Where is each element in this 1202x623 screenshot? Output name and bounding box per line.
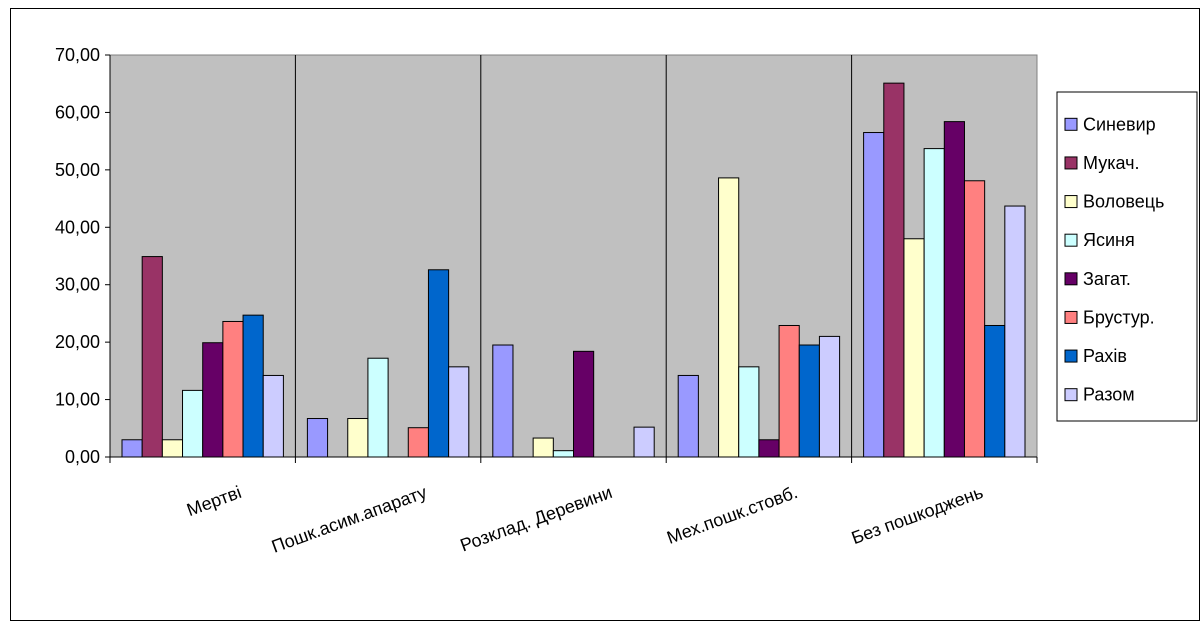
bar-7-5 [984, 324, 1006, 458]
bar-8-1 [262, 374, 284, 458]
bar-1-1 [121, 439, 143, 458]
bar-1-3 [492, 344, 514, 458]
bar-8-4 [818, 335, 841, 458]
bar-8-2 [448, 366, 470, 458]
y-tick-label: 0,00 [65, 447, 100, 467]
category-label: Пошк.асим.апарату [269, 482, 430, 557]
y-tick-label: 70,00 [55, 45, 100, 65]
bar-3-2 [347, 418, 369, 458]
bar-3-5 [903, 238, 925, 458]
bar-5-5 [943, 121, 965, 458]
legend-label: Ясиня [1083, 230, 1135, 250]
legend-swatch [1064, 233, 1078, 247]
y-tick-label: 50,00 [55, 160, 100, 180]
legend-label: Мукач. [1083, 153, 1139, 173]
y-tick-label: 10,00 [55, 390, 100, 410]
bar-3-3 [532, 437, 554, 458]
bar-7-4 [798, 344, 820, 458]
bar-4-4 [738, 366, 760, 458]
bar-5-4 [758, 439, 780, 458]
bar-6-1 [222, 320, 244, 458]
bar-6-4 [778, 324, 800, 458]
bar-2-5 [883, 82, 905, 458]
category-label: Мех.пошк.стовб. [664, 482, 800, 548]
bar-3-1 [161, 439, 184, 458]
bar-5-1 [202, 342, 224, 458]
bar-4-2 [367, 357, 389, 458]
bar-4-3 [552, 450, 575, 458]
y-tick-label: 20,00 [55, 332, 100, 352]
legend-swatch [1064, 388, 1078, 402]
bar-1-5 [863, 132, 885, 458]
y-tick-label: 40,00 [55, 217, 100, 237]
category-label: Без пошкоджень [849, 482, 986, 548]
legend-swatch [1064, 195, 1078, 209]
legend-swatch [1064, 272, 1078, 286]
bar-7-2 [427, 269, 450, 458]
bar-2-1 [141, 256, 163, 458]
category-label: Розклад. Деревини [457, 482, 614, 556]
legend-swatch [1064, 349, 1078, 363]
legend-box [1056, 91, 1198, 422]
bar-6-2 [407, 427, 429, 458]
legend-label: Рахів [1083, 346, 1127, 366]
y-tick-label: 60,00 [55, 102, 100, 122]
bar-1-2 [306, 418, 329, 458]
bar-3-4 [718, 177, 740, 458]
bar-6-5 [963, 180, 986, 458]
bar-8-3 [633, 426, 655, 458]
category-label: Мертві [184, 482, 244, 520]
legend-label: Брустур. [1083, 307, 1155, 327]
bar-4-1 [182, 389, 204, 458]
bar-8-5 [1004, 205, 1026, 458]
y-tick-label: 30,00 [55, 275, 100, 295]
legend-swatch [1064, 117, 1078, 131]
bar-7-1 [242, 314, 264, 458]
legend-label: Синевир [1083, 114, 1156, 134]
legend-swatch [1064, 310, 1078, 324]
bar-1-4 [677, 374, 699, 458]
legend-swatch [1064, 156, 1078, 170]
legend-label: Загат. [1083, 269, 1131, 289]
legend-label: Воловець [1083, 192, 1164, 212]
legend-label: Разом [1083, 385, 1135, 405]
bar-4-5 [923, 148, 945, 458]
bar-5-3 [573, 350, 595, 458]
